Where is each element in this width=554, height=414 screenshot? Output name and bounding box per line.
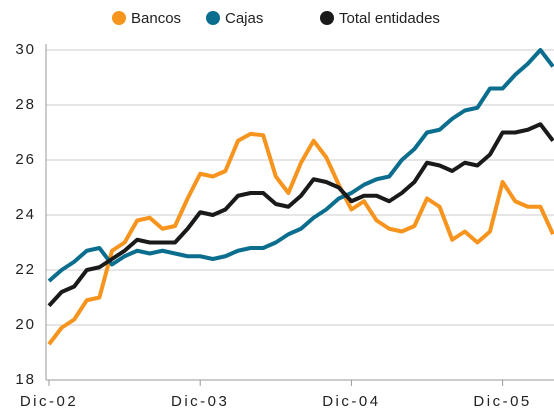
x-tick-label: Dic-03 [171,393,229,410]
legend-label: Total entidades [339,10,440,27]
y-tick-label: 30 [15,41,36,58]
legend-marker [206,11,220,25]
x-tick-label: Dic-04 [322,393,380,410]
y-tick-label: 24 [15,206,36,223]
legend-marker [320,11,334,25]
legend-marker [112,11,126,25]
y-tick-label: 28 [15,96,36,113]
y-tick-label: 26 [15,151,36,168]
y-tick-label: 22 [15,261,36,278]
x-tick-label: Dic-05 [473,393,531,410]
series-line [47,48,554,283]
y-tick-label: 18 [15,371,36,388]
series-line [47,122,554,308]
y-tick-label: 20 [15,316,36,333]
x-tick-label: Dic-02 [20,393,78,410]
series-line [47,131,554,346]
legend-label: Cajas [225,10,263,27]
legend-label: Bancos [131,10,181,27]
